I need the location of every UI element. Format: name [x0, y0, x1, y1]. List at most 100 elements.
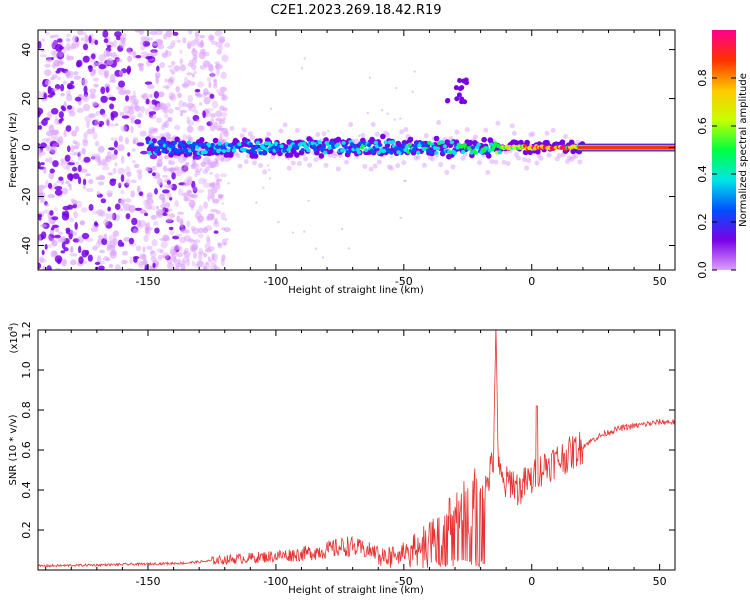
- heatmap-noise-cell: [169, 95, 173, 100]
- heatmap-noise-cell: [183, 250, 187, 255]
- heatmap-noise-cell: [112, 40, 118, 48]
- heatmap-noise-cell: [54, 189, 63, 196]
- heatmap-noise-cell: [119, 111, 125, 117]
- heatmap-noise-cell: [224, 218, 227, 221]
- heatmap-noise-cell: [48, 235, 52, 242]
- heatmap-halo-cell: [215, 156, 221, 162]
- heatmap-noise-cell: [99, 249, 105, 254]
- heatmap-noise-cell: [175, 233, 182, 237]
- heatmap-noise-cell: [150, 49, 158, 54]
- heatmap-noise-cell: [46, 145, 55, 150]
- heatmap-noise-cell: [169, 42, 176, 48]
- heatmap-x-tick-label: 0: [528, 275, 535, 288]
- heatmap-noise-cell: [82, 55, 90, 63]
- heatmap-noise-cell: [198, 102, 203, 106]
- heatmap-noise-cell: [221, 254, 226, 262]
- heatmap-noise-cell: [41, 138, 50, 142]
- heatmap-halo-cell: [303, 156, 309, 162]
- heatmap-noise-cell: [46, 137, 52, 144]
- heatmap-noise-cell: [60, 236, 66, 243]
- heatmap-noise-cell: [72, 173, 80, 180]
- heatmap-halo-cell: [464, 127, 470, 133]
- heatmap-noise-cell: [88, 113, 96, 119]
- heatmap-noise-cell: [114, 31, 122, 38]
- heatmap-noise-cell: [203, 262, 211, 270]
- heatmap-noise-cell: [166, 180, 172, 185]
- heatmap-noise-cell: [63, 247, 69, 252]
- heatmap-noise-cell: [42, 209, 51, 214]
- heatmap-noise-cell: [48, 124, 55, 133]
- heatmap-noise-cell: [140, 105, 145, 114]
- heatmap-noise-cell: [130, 190, 136, 198]
- heatmap-noise-cell: [103, 233, 108, 240]
- heatmap-noise-cell: [197, 251, 206, 255]
- heatmap-noise-cell: [38, 41, 42, 49]
- heatmap-noise-cell: [68, 110, 76, 117]
- heatmap-halo-cell: [505, 161, 511, 167]
- heatmap-noise-cell: [210, 40, 218, 45]
- heatmap-noise-cell: [67, 183, 72, 187]
- heatmap-halo-cell: [262, 169, 268, 175]
- heatmap-noise-cell: [154, 127, 158, 134]
- heatmap-noise-cell: [82, 103, 91, 112]
- heatmap-halo-cell: [307, 162, 313, 168]
- heatmap-halo-cell: [151, 165, 157, 171]
- heatmap-halo-cell: [421, 162, 427, 168]
- heatmap-ridge-cell: [363, 148, 369, 153]
- heatmap-ridge-cell: [380, 133, 386, 140]
- heatmap-noise-cell: [135, 55, 142, 59]
- heatmap-noise-cell: [218, 119, 226, 125]
- heatmap-ridge-cell: [476, 142, 481, 147]
- heatmap-noise-cell: [199, 41, 205, 48]
- snr-y-scale-factor: (x104): [7, 322, 20, 353]
- heatmap-noise-cell: [103, 49, 111, 58]
- heatmap-noise-cell: [50, 49, 56, 56]
- heatmap-noise-cell: [164, 113, 169, 119]
- heatmap-ridge-cell: [366, 143, 372, 148]
- heatmap-noise-cell: [72, 199, 78, 205]
- heatmap-noise-cell: [222, 107, 228, 112]
- heatmap-noise-cell: [80, 168, 88, 173]
- heatmap-ridge-cell: [261, 145, 266, 150]
- heatmap-noise-cell: [170, 70, 176, 75]
- heatmap-noise-cell: [76, 108, 84, 113]
- heatmap-noise-cell: [191, 227, 200, 235]
- heatmap-halo-cell: [335, 166, 341, 172]
- heatmap-noise-cell: [195, 118, 201, 123]
- heatmap-ridge-cell: [383, 140, 388, 145]
- heatmap-noise-cell: [186, 102, 195, 109]
- heatmap-ridge-cell: [377, 142, 383, 147]
- heatmap-noise-cell: [144, 212, 149, 217]
- heatmap-noise-cell: [63, 210, 70, 218]
- heatmap-noise-cell: [92, 60, 97, 69]
- heatmap-noise-cell: [74, 96, 82, 102]
- colorbar: 0.0 0.2 0.4 0.6 0.8 Normalized spectral ampl…: [696, 30, 749, 279]
- heatmap-noise-cell: [52, 50, 59, 59]
- heatmap-noise-cell: [395, 87, 398, 90]
- heatmap-noise-cell: [192, 47, 196, 52]
- heatmap-ridge-cell: [212, 137, 219, 144]
- heatmap-noise-cell: [110, 111, 119, 118]
- heatmap-noise-cell: [67, 55, 75, 61]
- heatmap-noise-cell: [105, 212, 109, 220]
- heatmap-noise-cell: [113, 140, 118, 148]
- heatmap-noise-cell: [136, 142, 145, 147]
- heatmap-noise-cell: [82, 96, 88, 101]
- heatmap-halo-cell: [245, 153, 251, 159]
- heatmap-noise-cell: [181, 164, 189, 172]
- heatmap-noise-cell: [262, 186, 265, 189]
- heatmap-halo-cell: [544, 130, 550, 136]
- heatmap-ridge-cell: [221, 149, 227, 154]
- heatmap-halo-cell: [170, 160, 176, 166]
- heatmap-ridge-cell: [159, 140, 165, 145]
- heatmap-noise-cell: [132, 255, 140, 260]
- heatmap-noise-cell: [97, 174, 105, 181]
- heatmap-halo-cell: [190, 164, 196, 170]
- heatmap-noise-cell: [70, 152, 78, 156]
- heatmap-noise-cell: [194, 37, 200, 43]
- heatmap-noise-cell: [118, 135, 124, 143]
- heatmap-noise-cell: [43, 92, 47, 100]
- heatmap-noise-cell: [183, 163, 189, 171]
- heatmap-halo-cell: [534, 160, 540, 166]
- heatmap-noise-cell: [118, 80, 126, 88]
